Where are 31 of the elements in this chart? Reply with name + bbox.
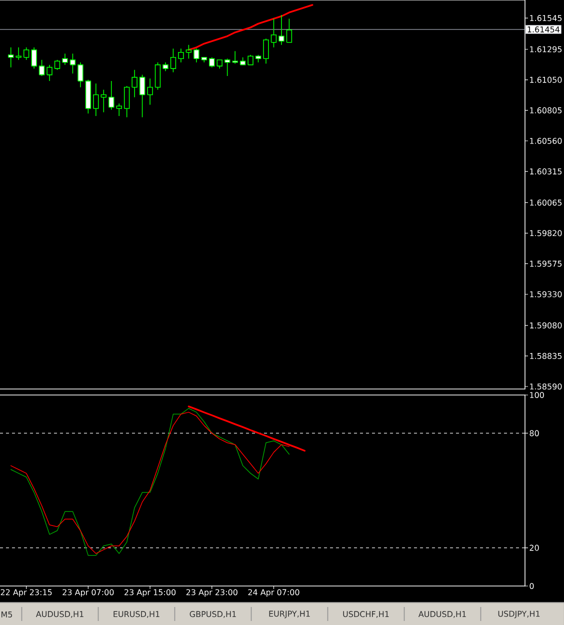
text: M5 xyxy=(1,612,12,618)
y-tick-label: 1.60065 xyxy=(530,200,562,206)
text: USDJPY,H1 xyxy=(498,610,540,618)
y-tick-label: 1.59330 xyxy=(530,291,562,298)
text: EURJPY,H1 xyxy=(269,610,310,618)
ref-line-label: 1.61454 xyxy=(528,26,560,32)
text: GBPUSD,H1 xyxy=(190,611,236,618)
y-tick-label: 1.59080 xyxy=(530,322,562,328)
y-tick-label: 1.59575 xyxy=(530,260,562,267)
y-tick-label: 1.59820 xyxy=(530,230,562,236)
y-tick-label: 80 xyxy=(530,430,539,436)
y-tick-label: 0 xyxy=(530,582,534,590)
x-tick-label: 23 Apr 15:00 xyxy=(124,589,176,597)
y-tick-label: 1.58835 xyxy=(530,352,562,359)
y-tick-label: 100 xyxy=(530,392,544,398)
text: USDCHF,H1 xyxy=(343,611,389,618)
y-tick-label: 1.60560 xyxy=(530,138,562,144)
x-tick-label: 23 Apr 23:00 xyxy=(186,589,238,597)
y-tick-label: 1.61050 xyxy=(530,76,562,83)
y-tick-label: 1.60315 xyxy=(530,168,562,174)
y-tick-label: 1.60805 xyxy=(530,107,562,114)
x-tick-label: 23 Apr 07:00 xyxy=(62,589,114,597)
x-tick-label: 22 Apr 23:15 xyxy=(0,589,52,597)
x-tick-label: 24 Apr 07:00 xyxy=(248,589,300,597)
y-tick-label: 1.61545 xyxy=(530,15,562,22)
y-tick-label: 1.61295 xyxy=(530,46,562,52)
y-tick-label: 20 xyxy=(530,544,539,551)
text: EURUSD,H1 xyxy=(114,611,160,618)
y-tick-label: 1.58590 xyxy=(530,383,562,390)
text: AUDUSD,H1 xyxy=(418,611,466,618)
text: AUDUSD,H1 xyxy=(36,611,84,618)
